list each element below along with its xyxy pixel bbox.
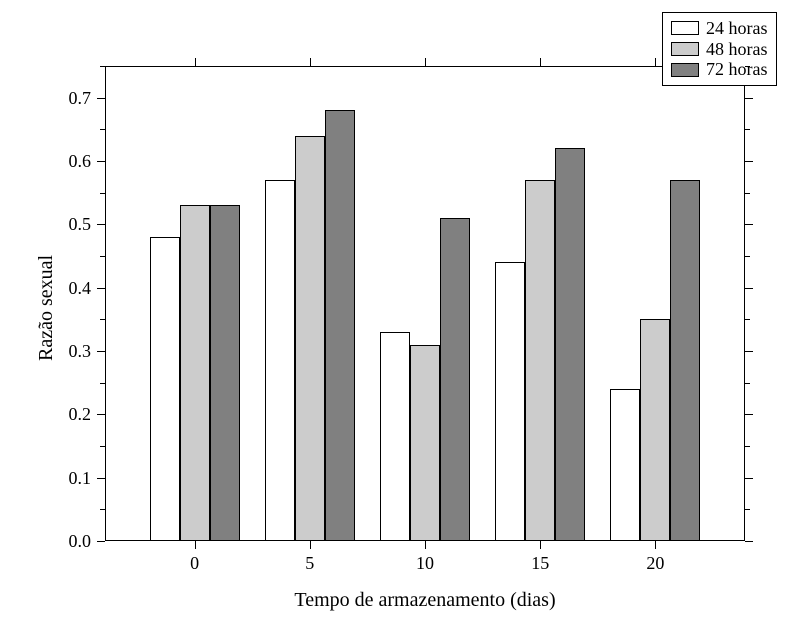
x-tick (425, 58, 426, 66)
y-tick-label: 0.6 (51, 151, 91, 172)
y-minor-tick (745, 383, 750, 384)
x-tick (310, 58, 311, 66)
y-minor-tick (745, 256, 750, 257)
x-tick (195, 541, 196, 549)
bar-s72 (555, 148, 585, 541)
y-tick (745, 414, 753, 415)
y-minor-tick (100, 509, 105, 510)
y-tick (745, 351, 753, 352)
y-tick-label: 0.4 (51, 278, 91, 299)
bar-s48 (410, 345, 440, 541)
y-minor-tick (100, 383, 105, 384)
bar-s24 (495, 262, 525, 541)
x-tick-label: 0 (165, 553, 225, 574)
y-tick (745, 224, 753, 225)
y-tick-label: 0.5 (51, 214, 91, 235)
y-minor-tick (745, 66, 750, 67)
x-axis-label: Tempo de armazenamento (dias) (294, 589, 555, 612)
bar-s72 (325, 110, 355, 541)
y-tick (97, 478, 105, 479)
y-tick-label: 0.0 (51, 531, 91, 552)
x-tick (425, 541, 426, 549)
y-tick (745, 541, 753, 542)
y-minor-tick (100, 193, 105, 194)
y-tick (745, 98, 753, 99)
x-tick (310, 541, 311, 549)
y-tick (97, 224, 105, 225)
x-tick (655, 541, 656, 549)
x-tick (195, 58, 196, 66)
legend-swatch (671, 21, 699, 35)
y-tick (97, 351, 105, 352)
y-minor-tick (100, 66, 105, 67)
y-minor-tick (745, 319, 750, 320)
legend: 24 horas48 horas72 horas (662, 12, 777, 86)
x-tick (540, 58, 541, 66)
bar-s48 (640, 319, 670, 541)
bar-s24 (150, 237, 180, 541)
y-tick (97, 414, 105, 415)
y-minor-tick (100, 129, 105, 130)
bar-s24 (380, 332, 410, 541)
x-tick-label: 15 (510, 553, 570, 574)
y-tick (745, 288, 753, 289)
y-tick-label: 0.3 (51, 341, 91, 362)
x-tick-label: 5 (280, 553, 340, 574)
legend-label: 24 horas (706, 18, 768, 39)
y-tick-label: 0.1 (51, 468, 91, 489)
x-tick (655, 58, 656, 66)
x-tick (540, 541, 541, 549)
y-minor-tick (745, 446, 750, 447)
y-tick (97, 541, 105, 542)
legend-item: 48 horas (671, 39, 768, 60)
legend-item: 72 horas (671, 59, 768, 80)
bar-s48 (295, 136, 325, 541)
y-tick (745, 161, 753, 162)
legend-label: 48 horas (706, 39, 768, 60)
y-tick (745, 478, 753, 479)
legend-swatch (671, 42, 699, 56)
y-minor-tick (745, 193, 750, 194)
legend-item: 24 horas (671, 18, 768, 39)
y-tick (97, 288, 105, 289)
y-minor-tick (100, 446, 105, 447)
bar-s72 (670, 180, 700, 541)
x-tick-label: 20 (625, 553, 685, 574)
bar-s72 (440, 218, 470, 541)
y-minor-tick (100, 319, 105, 320)
chart-container: Razão sexual Tempo de armazenamento (dia… (0, 0, 807, 623)
bar-s48 (180, 205, 210, 541)
y-tick (97, 161, 105, 162)
bar-s48 (525, 180, 555, 541)
y-tick-label: 0.7 (51, 88, 91, 109)
bar-s72 (210, 205, 240, 541)
y-minor-tick (745, 509, 750, 510)
legend-swatch (671, 63, 699, 77)
y-tick (97, 98, 105, 99)
y-tick-label: 0.2 (51, 404, 91, 425)
x-tick-label: 10 (395, 553, 455, 574)
y-minor-tick (745, 129, 750, 130)
y-minor-tick (100, 256, 105, 257)
legend-label: 72 horas (706, 59, 768, 80)
bar-s24 (610, 389, 640, 541)
bar-s24 (265, 180, 295, 541)
